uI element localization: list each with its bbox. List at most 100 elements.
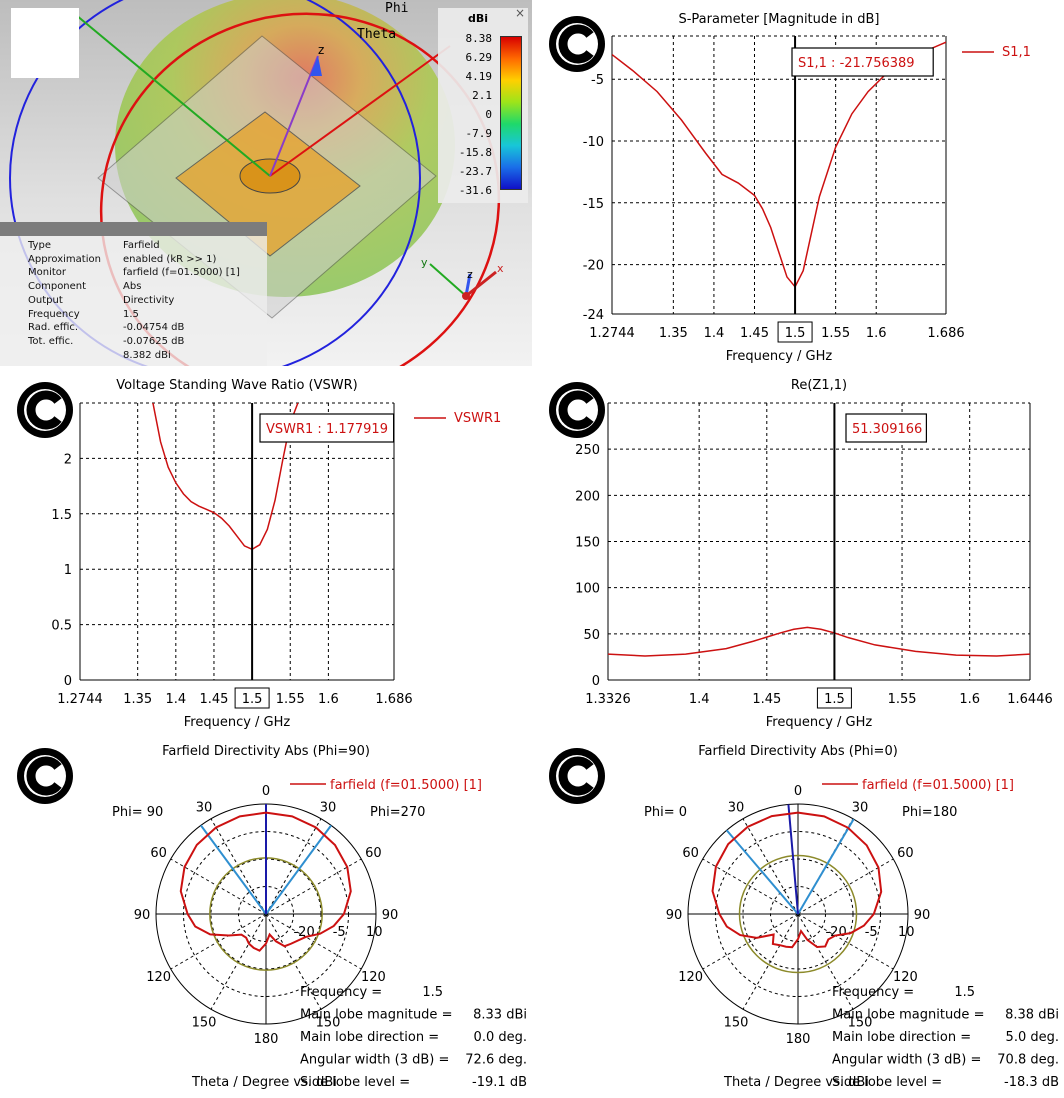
- x-tick-label: 1.4: [704, 326, 725, 341]
- polar-phi0-panel: Farfield Directivity Abs (Phi=0) farfield…: [532, 732, 1064, 1098]
- legend-value: -23.7: [458, 165, 492, 178]
- angle-label: 90: [382, 908, 399, 923]
- y-tick-label: -24: [583, 308, 604, 323]
- legend-value: -7.9: [465, 127, 493, 140]
- info-key: Component: [28, 281, 87, 293]
- x-axis-label: Frequency / GHz: [766, 715, 873, 730]
- theta-label: Theta: [357, 27, 396, 42]
- chart-title: S-Parameter [Magnitude in dB]: [678, 12, 879, 27]
- copyright-logo: [17, 748, 73, 804]
- legend-unit: dBi: [468, 12, 489, 25]
- polar-spoke: [702, 858, 799, 915]
- impedance-panel: Re(Z1,1) 1.3326 1.4 1.45 1.5 1.55 1.6 1.6446 0 50…: [532, 366, 1064, 732]
- summary-key: Angular width (3 dB) =: [832, 1053, 981, 1068]
- angle-label: 30: [852, 801, 869, 816]
- y-tick-label: -15: [583, 197, 604, 212]
- info-value: -0.07625 dB: [123, 335, 185, 347]
- x-tick-label: 1.5: [785, 326, 806, 341]
- marker-label-box: [845, 413, 928, 443]
- polar-spoke: [265, 913, 362, 970]
- vswr-chart[interactable]: Voltage Standing Wave Ratio (VSWR) 1.2744…: [0, 366, 532, 732]
- y-tick-label: 0: [64, 674, 72, 689]
- legend-close-icon[interactable]: ×: [514, 6, 525, 20]
- angle-label: 30: [728, 801, 745, 816]
- marker-label-box: [259, 413, 395, 443]
- info-key: Monitor: [28, 267, 67, 279]
- svg-text:z: z: [467, 268, 473, 281]
- x-tick-label: 1.686: [375, 692, 412, 707]
- polar-spoke: [265, 858, 362, 915]
- x-axis-line: [269, 45, 451, 177]
- marker-label-box: [791, 47, 934, 77]
- logo-c: [558, 390, 594, 430]
- angle-label: 180: [254, 1032, 279, 1047]
- angle-label: 60: [365, 846, 382, 861]
- info-value: Directivity: [123, 294, 175, 306]
- summary-value: 70.8 deg.: [997, 1053, 1059, 1068]
- plot-frame: [80, 403, 394, 680]
- polar-spoke: [797, 913, 854, 1010]
- x-tick-label: 1.45: [199, 692, 228, 707]
- farfield-3d-panel: z Phi Theta y z x × dBi 8.38 6.29 4.19 2.1 0…: [0, 0, 532, 366]
- pattern-curve: [179, 811, 352, 952]
- chart-title: Farfield Directivity Abs (Phi=90): [162, 744, 370, 759]
- legend-colorbar: [500, 36, 522, 190]
- x-tick-label: 1.45: [740, 326, 769, 341]
- polar-phi90-chart[interactable]: Farfield Directivity Abs (Phi=90) farfiel…: [0, 732, 532, 1098]
- impedance-chart[interactable]: Re(Z1,1) 1.3326 1.4 1.45 1.5 1.55 1.6 1.6446 0 50…: [532, 366, 1064, 732]
- legend-value: -31.6: [458, 184, 492, 197]
- phi-right-label: Phi=270: [370, 805, 425, 820]
- copyright-logo: [549, 382, 605, 438]
- series-line: [612, 41, 946, 289]
- x-tick-label: 1.2744: [57, 692, 103, 707]
- logo-3d: [11, 8, 79, 78]
- s-parameter-panel: S-Parameter [Magnitude in dB] 1.2744 1.35 1…: [532, 0, 1064, 366]
- x-tick-label: 1.4: [689, 692, 710, 707]
- angle-label: 30: [320, 801, 337, 816]
- phi-left-label: Phi= 90: [112, 805, 163, 820]
- marker-x-box: [777, 321, 813, 343]
- y-tick-label: -5: [591, 73, 604, 88]
- legend-value: 2.1: [472, 89, 492, 102]
- phi-circle: [9, 0, 421, 366]
- axis-triad: y z x: [421, 256, 504, 300]
- radial-label: -5: [865, 925, 878, 940]
- polar-spoke: [742, 818, 799, 915]
- marker-label: VSWR1 : 1.177919: [266, 422, 388, 437]
- x-tick-label: 1.3326: [585, 692, 631, 707]
- logo-c: [26, 756, 62, 796]
- polar-spoke: [742, 913, 799, 1010]
- y-tick-label: 1.5: [51, 508, 72, 523]
- x-axis-label: Frequency / GHz: [726, 349, 833, 364]
- angle-label: 90: [666, 908, 683, 923]
- radial-label: -20: [825, 925, 846, 940]
- x-tick-label: 1.2744: [589, 326, 635, 341]
- angle-label: 60: [150, 846, 167, 861]
- polar-phi0-chart[interactable]: Farfield Directivity Abs (Phi=0) farfield…: [532, 732, 1064, 1098]
- angle-label: 150: [848, 1015, 873, 1030]
- summary-key: Frequency =: [832, 985, 914, 1000]
- chart-title: Farfield Directivity Abs (Phi=0): [698, 744, 898, 759]
- summary-value: 1.5: [954, 985, 975, 1000]
- info-value: -0.04754 dB: [123, 322, 185, 334]
- copyright-logo: [549, 16, 605, 72]
- beam-width-line: [797, 818, 855, 915]
- angle-label: 90: [914, 908, 931, 923]
- info-value: farfield (f=01.5000) [1]: [123, 267, 240, 279]
- info-value: enabled (kR >> 1): [123, 253, 217, 265]
- info-value: 1.5: [123, 308, 139, 320]
- s-parameter-chart[interactable]: S-Parameter [Magnitude in dB] 1.2744 1.35 1…: [532, 0, 1064, 366]
- x-tick-label: 1.55: [276, 692, 305, 707]
- x-tick-label: 1.45: [752, 692, 781, 707]
- info-key: Output: [28, 294, 63, 306]
- x-tick-label: 1.6: [866, 326, 887, 341]
- polar-spoke: [210, 818, 267, 915]
- x-tick-label: 1.55: [888, 692, 917, 707]
- sidelobe-circle: [738, 854, 858, 974]
- summary-key: Frequency =: [300, 985, 382, 1000]
- legend-label: farfield (f=01.5000) [1]: [330, 778, 482, 793]
- y-tick-label: 100: [575, 582, 600, 597]
- logo-c: [558, 756, 594, 796]
- info-key: Rad. effic.: [28, 322, 79, 334]
- marker-x-box: [234, 687, 270, 709]
